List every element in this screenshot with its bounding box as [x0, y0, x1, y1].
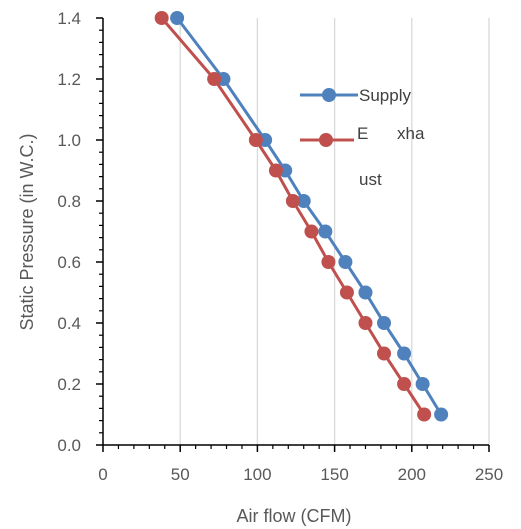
legend-supply-label: Supply	[359, 86, 411, 105]
data-point-exhaust-11	[417, 407, 432, 422]
y-tick-label-0.2: 0.2	[57, 375, 81, 394]
data-point-supply-7	[358, 285, 373, 300]
y-tick-label-1.0: 1.0	[57, 131, 81, 150]
data-point-supply-0	[170, 11, 185, 25]
data-point-exhaust-6	[321, 255, 336, 269]
gridlines	[179, 18, 490, 445]
x-tick-label-200: 200	[398, 465, 426, 484]
data-point-supply-6	[338, 255, 353, 269]
data-point-exhaust-8	[358, 316, 373, 330]
data-point-exhaust-9	[377, 346, 392, 361]
x-tick-label-250: 250	[475, 465, 503, 484]
y-tick-label-0.0: 0.0	[57, 436, 81, 455]
data-point-supply-8	[377, 316, 392, 330]
series-layer	[154, 11, 449, 422]
y-tick-label-0.4: 0.4	[57, 314, 81, 333]
data-point-supply-11	[434, 407, 449, 422]
legend-supply-marker	[322, 88, 336, 102]
y-tick-label-1.2: 1.2	[57, 70, 81, 89]
data-point-exhaust-10	[397, 377, 412, 391]
data-point-supply-4	[296, 194, 311, 208]
data-point-exhaust-7	[339, 285, 354, 300]
x-tick-label-150: 150	[320, 465, 348, 484]
data-point-exhaust-2	[248, 133, 263, 147]
y-tick-label-0.8: 0.8	[57, 192, 81, 211]
y-tick-label-1.4: 1.4	[57, 9, 81, 28]
x-axis-title: Air flow (CFM)	[237, 506, 352, 526]
y-tick-label-0.6: 0.6	[57, 253, 81, 272]
data-point-exhaust-3	[268, 163, 283, 178]
x-tick-label-0: 0	[98, 465, 107, 484]
axes: 0.0 0.2 0.4 0.6 0.8 1.0 1.2 1.4 0 50 100 150 200 250	[57, 9, 503, 484]
data-point-supply-10	[415, 377, 430, 391]
legend-exhaust-marker	[319, 133, 333, 147]
data-point-supply-9	[397, 346, 412, 361]
legend: Supply E xha ust	[300, 86, 425, 189]
legend-exhaust-label-part1: E	[357, 124, 368, 143]
data-point-exhaust-0	[154, 11, 169, 25]
data-point-exhaust-4	[285, 194, 300, 208]
x-tick-label-100: 100	[243, 465, 271, 484]
legend-exhaust-label-part2: xha	[397, 124, 425, 143]
data-point-exhaust-5	[304, 224, 319, 239]
data-point-supply-5	[318, 224, 333, 239]
data-point-exhaust-1	[207, 72, 222, 86]
legend-exhaust-label-part3: ust	[359, 170, 382, 189]
y-axis-title: Static Pressure (in W.C.)	[17, 133, 37, 330]
x-tick-label-50: 50	[171, 465, 190, 484]
